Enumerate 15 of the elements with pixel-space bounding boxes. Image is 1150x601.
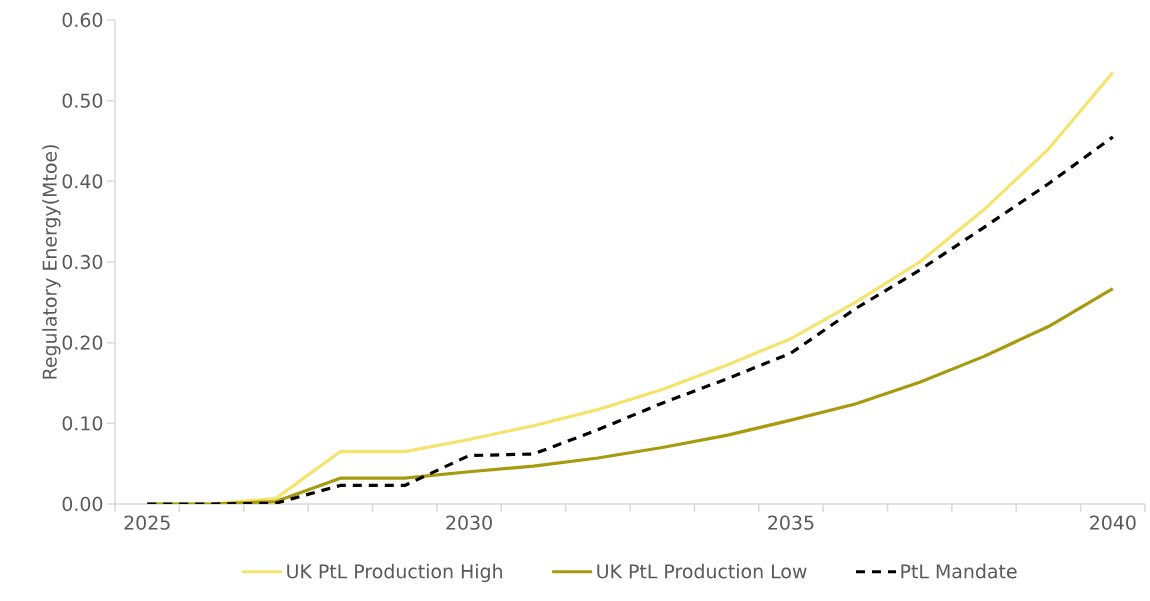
y-tick-label: 0.20 — [62, 335, 103, 350]
y-tick-label: 0.50 — [62, 93, 103, 108]
y-tick-label: 0.30 — [62, 254, 103, 270]
y-axis-title: Regulatory Energy(Mtoe) — [42, 145, 61, 379]
y-tick-label: 0.60 — [62, 12, 103, 28]
x-tick-label: 2040 — [1090, 515, 1136, 530]
x-tick-label: 2030 — [446, 515, 492, 530]
x-tick-label: 2025 — [124, 515, 170, 530]
y-tick-label: 0.40 — [62, 174, 103, 189]
y-tick-label: 0.10 — [62, 416, 103, 431]
legend-label: UK PtL Production Low — [597, 563, 807, 579]
y-tick-label: 0.00 — [62, 496, 103, 512]
legend-label: UK PtL Production High — [287, 563, 502, 583]
x-tick-label: 2035 — [768, 515, 814, 530]
legend-label: PtL Mandate — [901, 563, 1017, 579]
